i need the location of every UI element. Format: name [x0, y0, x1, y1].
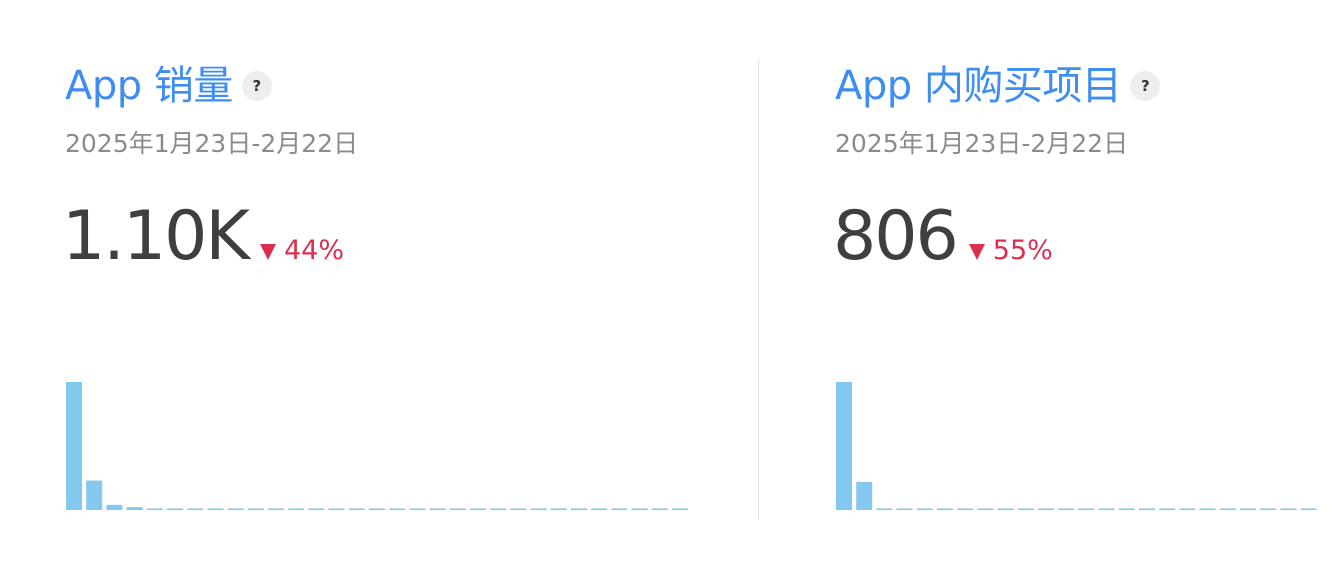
chart-bar[interactable]: [1119, 508, 1135, 510]
chart-bar[interactable]: [1280, 508, 1296, 510]
chart-bar[interactable]: [1220, 508, 1236, 510]
chart-bar[interactable]: [611, 508, 627, 510]
chart-bar[interactable]: [66, 382, 82, 510]
in-app-purchases-title-row: App 内购买项目 ?: [835, 62, 1160, 110]
chart-bar[interactable]: [329, 508, 345, 510]
app-sales-chart: [66, 370, 706, 515]
chart-bar[interactable]: [409, 508, 425, 510]
in-app-purchases-card: App 内购买项目 ? 2025年1月23日-2月22日 806 55%: [760, 0, 1334, 564]
in-app-purchases-bar-chart: [836, 370, 1334, 515]
card-divider: [758, 60, 759, 520]
chart-bar[interactable]: [268, 508, 284, 510]
chart-bar[interactable]: [349, 508, 365, 510]
chart-bar[interactable]: [1301, 508, 1317, 510]
chart-bar[interactable]: [571, 508, 587, 510]
chart-bar[interactable]: [1078, 508, 1094, 510]
chart-bar[interactable]: [430, 508, 446, 510]
chart-bar[interactable]: [207, 508, 223, 510]
chart-bar[interactable]: [147, 508, 163, 510]
chart-bar[interactable]: [1159, 508, 1175, 510]
chart-bar[interactable]: [86, 481, 102, 510]
app-sales-title[interactable]: App 销量: [65, 62, 233, 110]
triangle-down-icon: [969, 244, 985, 260]
chart-bar[interactable]: [551, 508, 567, 510]
app-sales-card: App 销量 ? 2025年1月23日-2月22日 1.10K 44%: [0, 0, 758, 564]
chart-bar[interactable]: [977, 508, 993, 510]
app-sales-date-range: 2025年1月23日-2月22日: [65, 128, 358, 160]
app-sales-total: 1.10K: [62, 196, 248, 278]
chart-bar[interactable]: [1099, 508, 1115, 510]
chart-bar[interactable]: [1200, 508, 1216, 510]
in-app-purchases-change-value: 55%: [993, 235, 1053, 266]
chart-bar[interactable]: [288, 508, 304, 510]
chart-bar[interactable]: [490, 508, 506, 510]
triangle-down-icon: [260, 244, 276, 260]
chart-bar[interactable]: [1038, 508, 1054, 510]
chart-bar[interactable]: [531, 508, 547, 510]
chart-bar[interactable]: [248, 508, 264, 510]
in-app-purchases-chart: [836, 370, 1334, 515]
app-sales-change: 44%: [260, 235, 344, 266]
chart-bar[interactable]: [127, 507, 143, 510]
chart-bar[interactable]: [1139, 508, 1155, 510]
in-app-purchases-total: 806: [833, 196, 957, 278]
chart-bar[interactable]: [106, 505, 122, 510]
chart-bar[interactable]: [672, 508, 688, 510]
question-mark-icon[interactable]: ?: [242, 71, 272, 101]
in-app-purchases-date-range: 2025年1月23日-2月22日: [835, 128, 1128, 160]
chart-bar[interactable]: [876, 508, 892, 510]
app-sales-change-value: 44%: [284, 235, 344, 266]
chart-bar[interactable]: [308, 508, 324, 510]
chart-bar[interactable]: [591, 508, 607, 510]
question-mark-icon[interactable]: ?: [1130, 71, 1160, 101]
chart-bar[interactable]: [470, 508, 486, 510]
chart-bar[interactable]: [510, 508, 526, 510]
in-app-purchases-change: 55%: [969, 235, 1053, 266]
chart-bar[interactable]: [228, 508, 244, 510]
chart-bar[interactable]: [652, 508, 668, 510]
in-app-purchases-title[interactable]: App 内购买项目: [835, 62, 1121, 110]
chart-bar[interactable]: [836, 382, 852, 510]
chart-bar[interactable]: [450, 508, 466, 510]
chart-bar[interactable]: [1260, 508, 1276, 510]
chart-bar[interactable]: [917, 508, 933, 510]
chart-bar[interactable]: [389, 508, 405, 510]
chart-bar[interactable]: [632, 508, 648, 510]
chart-bar[interactable]: [1240, 508, 1256, 510]
app-sales-title-row: App 销量 ?: [65, 62, 272, 110]
app-sales-bar-chart: [66, 370, 706, 515]
app-sales-metric-row: 1.10K 44%: [62, 196, 344, 278]
chart-bar[interactable]: [167, 508, 183, 510]
chart-bar[interactable]: [1018, 508, 1034, 510]
chart-bar[interactable]: [369, 508, 385, 510]
chart-bar[interactable]: [1058, 508, 1074, 510]
chart-bar[interactable]: [897, 508, 913, 510]
chart-bar[interactable]: [1179, 508, 1195, 510]
chart-bar[interactable]: [998, 508, 1014, 510]
chart-bar[interactable]: [937, 508, 953, 510]
in-app-purchases-metric-row: 806 55%: [833, 196, 1053, 278]
chart-bar[interactable]: [957, 508, 973, 510]
chart-bar[interactable]: [856, 482, 872, 510]
chart-bar[interactable]: [187, 508, 203, 510]
